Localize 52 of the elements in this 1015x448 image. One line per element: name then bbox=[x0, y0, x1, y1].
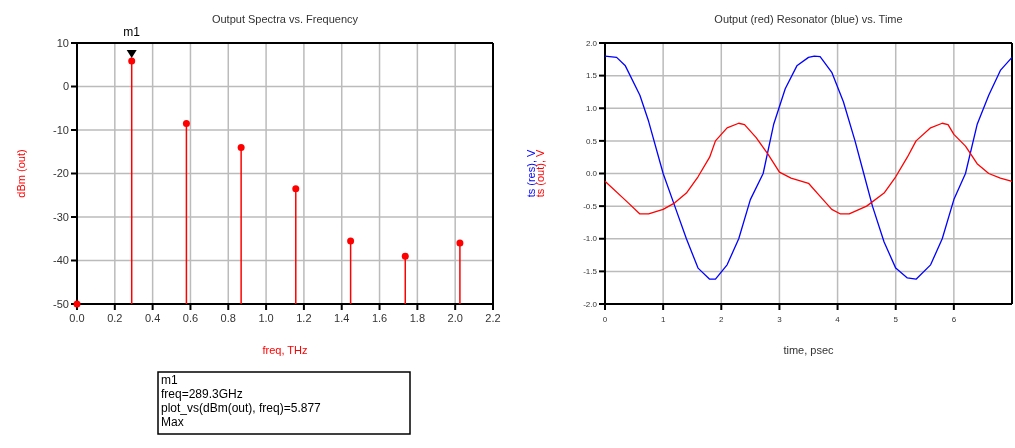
y-tick-label: 1.5 bbox=[585, 71, 598, 81]
x-tick-label: 0.0 bbox=[69, 312, 85, 324]
x-tick-label: 1.0 bbox=[258, 312, 274, 324]
y-tick-label: -1.0 bbox=[583, 234, 598, 244]
y-tick-label: -2.0 bbox=[583, 299, 598, 309]
x-tick-label: 5 bbox=[893, 315, 899, 324]
x-axis-title: time, psec bbox=[783, 344, 835, 356]
point bbox=[292, 185, 300, 193]
x-tick-label: 1.6 bbox=[371, 312, 388, 324]
x-tick-label: 2.0 bbox=[447, 312, 463, 324]
x-tick-label: 1 bbox=[660, 315, 666, 324]
point bbox=[347, 237, 355, 245]
x-tick-label: 0.4 bbox=[144, 312, 161, 324]
y-tick-label: -40 bbox=[53, 254, 69, 267]
y-tick-label: 0.5 bbox=[585, 136, 598, 146]
y-tick-label: 0.0 bbox=[585, 169, 598, 179]
y-tick-label: -10 bbox=[53, 123, 69, 136]
y-tick-label: 1.0 bbox=[585, 103, 598, 113]
y-tick-label: 0 bbox=[62, 80, 69, 93]
x-tick-label: 2.2 bbox=[485, 312, 501, 324]
point bbox=[237, 143, 245, 151]
y-tick-label: -30 bbox=[53, 210, 69, 223]
x-tick-label: 0.6 bbox=[182, 312, 199, 324]
point bbox=[128, 57, 136, 65]
x-tick-label: 6 bbox=[951, 315, 957, 324]
x-tick-label: 4 bbox=[835, 315, 841, 324]
text: m1 bbox=[123, 24, 141, 39]
y-tick-label: -1.5 bbox=[583, 267, 598, 277]
text: m1 freq=289.3GHz plot_vs(dBm(out), freq)=5.877 Max bbox=[161, 373, 322, 429]
y-axis-title: dBm (out) bbox=[15, 149, 27, 198]
y-tick-label: 2.0 bbox=[585, 38, 598, 48]
y-tick-label: -20 bbox=[53, 167, 69, 180]
line-series bbox=[604, 55, 1013, 280]
point bbox=[182, 119, 190, 127]
chart-title: Output Spectra vs. Frequency bbox=[211, 13, 359, 25]
x-tick-label: 1.8 bbox=[409, 312, 426, 324]
point bbox=[456, 239, 464, 247]
x-tick-label: 1.2 bbox=[296, 312, 312, 324]
point bbox=[401, 252, 409, 260]
x-tick-label: 1.4 bbox=[334, 312, 350, 324]
y-tick-label: 10 bbox=[56, 36, 69, 49]
y-tick-label: -50 bbox=[53, 297, 69, 310]
x-tick-label: 2 bbox=[719, 315, 725, 324]
x-axis-title: freq, THz bbox=[262, 344, 308, 356]
y-tick-label: -0.5 bbox=[583, 201, 598, 211]
x-tick-label: 0 bbox=[602, 315, 608, 324]
line-series bbox=[604, 122, 1013, 215]
text: ts (res), V bbox=[525, 149, 537, 198]
chart-title: Output (red) Resonator (blue) vs. Time bbox=[714, 13, 903, 25]
x-tick-label: 0.8 bbox=[220, 312, 236, 324]
x-tick-label: 3 bbox=[777, 315, 783, 324]
x-tick-label: 0.2 bbox=[107, 312, 123, 324]
